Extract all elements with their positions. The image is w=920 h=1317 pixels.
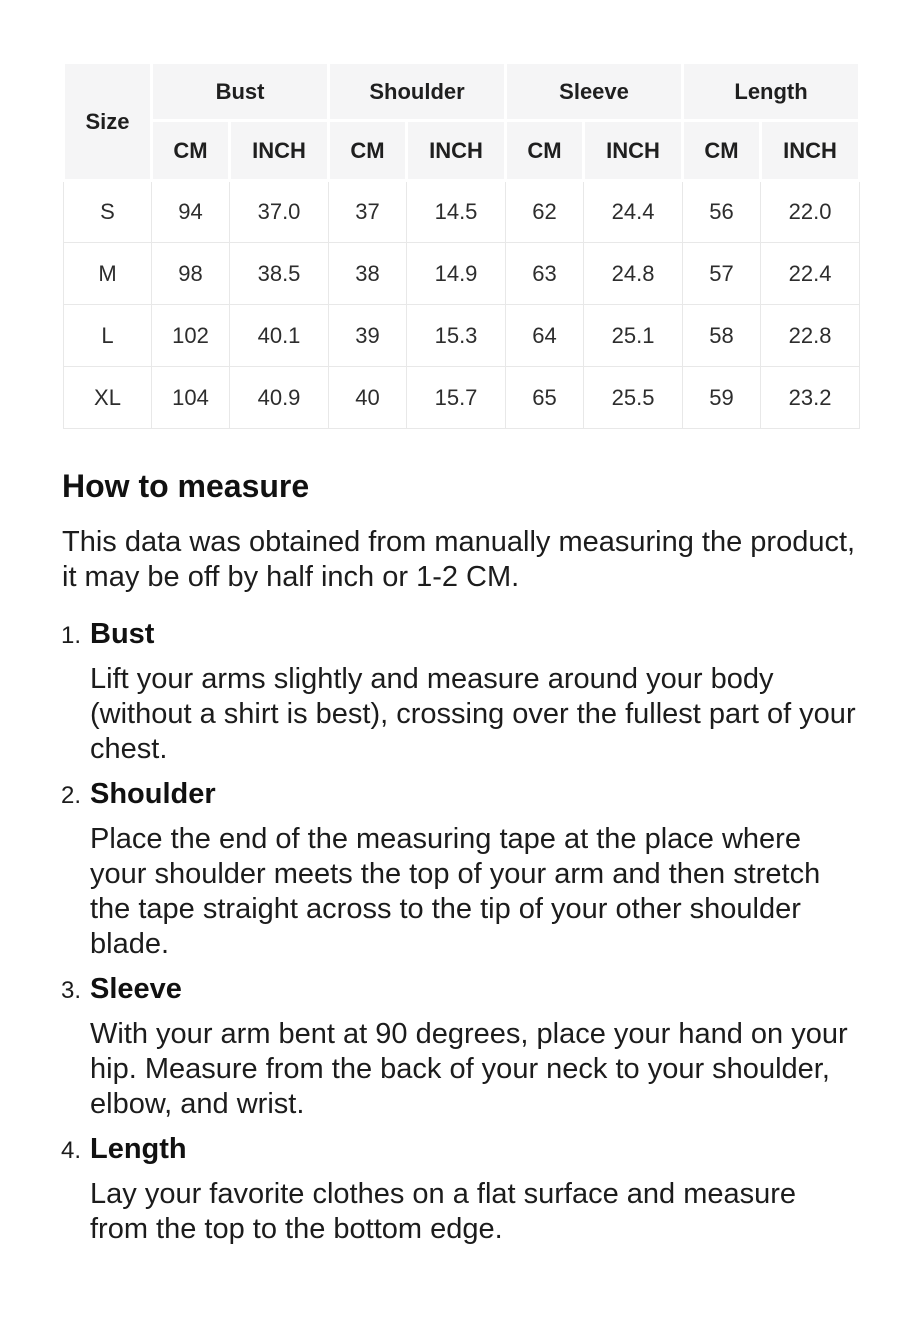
measurement-cell: 24.8 bbox=[583, 242, 684, 305]
measurement-cell: 56 bbox=[682, 180, 762, 243]
length-column-header: Length bbox=[681, 61, 862, 122]
unit-header-sleeve-inch: INCH bbox=[582, 119, 685, 182]
unit-header-shoulder-inch: INCH bbox=[405, 119, 508, 182]
measurement-cell: 25.1 bbox=[583, 304, 684, 367]
measurement-cell: 22.0 bbox=[760, 180, 861, 243]
measurement-cell: 94 bbox=[151, 180, 230, 243]
measurement-cell: 25.5 bbox=[583, 366, 684, 429]
size-column-header: Size bbox=[62, 61, 153, 182]
measurement-cell: 64 bbox=[505, 304, 585, 367]
step-number: 4. bbox=[61, 1137, 82, 1164]
measurement-cell: 15.3 bbox=[406, 304, 507, 367]
unit-header-row: CM INCH CM INCH CM INCH CM INCH bbox=[64, 119, 862, 182]
size-cell: M bbox=[63, 242, 152, 305]
measurement-cell: 15.7 bbox=[406, 366, 507, 429]
table-row-m: M 98 38.5 38 14.9 63 24.8 57 22.4 bbox=[63, 242, 861, 305]
size-cell: L bbox=[63, 304, 152, 367]
bust-column-header: Bust bbox=[149, 61, 331, 122]
how-to-measure-intro: This data was obtained from manually mea… bbox=[62, 526, 856, 593]
table-row-l: L 102 40.1 39 15.3 64 25.1 58 22.8 bbox=[63, 304, 861, 367]
step-title-shoulder: Shoulder bbox=[90, 778, 216, 810]
measurement-cell: 40.1 bbox=[228, 304, 330, 367]
step-description-bust: Lift your arms slightly and measure arou… bbox=[90, 663, 856, 765]
step-title-sleeve: Sleeve bbox=[90, 973, 182, 1005]
measurement-cell: 104 bbox=[151, 366, 230, 429]
step-description-sleeve: With your arm bent at 90 degrees, place … bbox=[90, 1018, 848, 1120]
size-cell: S bbox=[63, 180, 152, 243]
table-row-s: S 94 37.0 37 14.5 62 24.4 56 22.0 bbox=[63, 180, 861, 243]
how-to-measure-title: How to measure bbox=[62, 468, 310, 504]
step-bust: 1. Bust Lift your arms slightly and meas… bbox=[61, 617, 858, 767]
measurement-cell: 23.2 bbox=[760, 366, 861, 429]
measurement-cell: 63 bbox=[505, 242, 585, 305]
step-title-length: Length bbox=[90, 1133, 187, 1165]
measurement-cell: 58 bbox=[682, 304, 762, 367]
size-guide-page: Size Bust Shoulder Sleeve Length CM INCH… bbox=[61, 61, 862, 1247]
measurement-cell: 65 bbox=[505, 366, 585, 429]
measurement-cell: 39 bbox=[328, 304, 408, 367]
step-title-bust: Bust bbox=[90, 618, 155, 650]
measurement-cell: 22.8 bbox=[760, 304, 861, 367]
measurement-cell: 102 bbox=[151, 304, 230, 367]
size-cell: XL bbox=[63, 366, 152, 429]
step-shoulder: 2. Shoulder Place the end of the measuri… bbox=[61, 777, 858, 962]
step-number: 3. bbox=[61, 977, 82, 1004]
measurement-cell: 14.9 bbox=[406, 242, 507, 305]
step-number: 2. bbox=[61, 782, 82, 809]
measurement-cell: 57 bbox=[682, 242, 762, 305]
sleeve-column-header: Sleeve bbox=[504, 61, 685, 122]
step-number: 1. bbox=[61, 622, 82, 649]
measurement-cell: 14.5 bbox=[406, 180, 507, 243]
step-sleeve: 3. Sleeve With your arm bent at 90 degre… bbox=[61, 972, 858, 1122]
table-row-xl: XL 104 40.9 40 15.7 65 25.5 59 23.2 bbox=[63, 366, 861, 429]
group-header-row: Size Bust Shoulder Sleeve Length bbox=[62, 61, 862, 182]
shoulder-column-header: Shoulder bbox=[327, 61, 508, 122]
measurement-cell: 62 bbox=[505, 180, 585, 243]
step-description-shoulder: Place the end of the measuring tape at t… bbox=[90, 823, 821, 960]
unit-header-length-cm: CM bbox=[681, 119, 763, 182]
unit-header-bust-cm: CM bbox=[150, 119, 231, 182]
size-chart-table: Size Bust Shoulder Sleeve Length CM INCH… bbox=[62, 61, 862, 429]
measurement-cell: 38 bbox=[328, 242, 408, 305]
step-description-length: Lay your favorite clothes on a flat surf… bbox=[90, 1178, 797, 1245]
unit-header-shoulder-cm: CM bbox=[327, 119, 409, 182]
measurement-cell: 59 bbox=[682, 366, 762, 429]
unit-header-sleeve-cm: CM bbox=[504, 119, 586, 182]
unit-header-bust-inch: INCH bbox=[227, 119, 331, 182]
step-length: 4. Length Lay your favorite clothes on a… bbox=[61, 1132, 858, 1247]
measurement-cell: 24.4 bbox=[583, 180, 684, 243]
measurement-cell: 37 bbox=[328, 180, 408, 243]
measurement-cell: 40.9 bbox=[228, 366, 330, 429]
measurement-cell: 38.5 bbox=[228, 242, 330, 305]
measurement-cell: 37.0 bbox=[228, 180, 330, 243]
measurement-cell: 98 bbox=[151, 242, 230, 305]
measurement-cell: 22.4 bbox=[760, 242, 861, 305]
measurement-cell: 40 bbox=[328, 366, 408, 429]
unit-header-length-inch: INCH bbox=[759, 119, 862, 182]
measure-steps-list: 1. Bust Lift your arms slightly and meas… bbox=[61, 617, 858, 1247]
